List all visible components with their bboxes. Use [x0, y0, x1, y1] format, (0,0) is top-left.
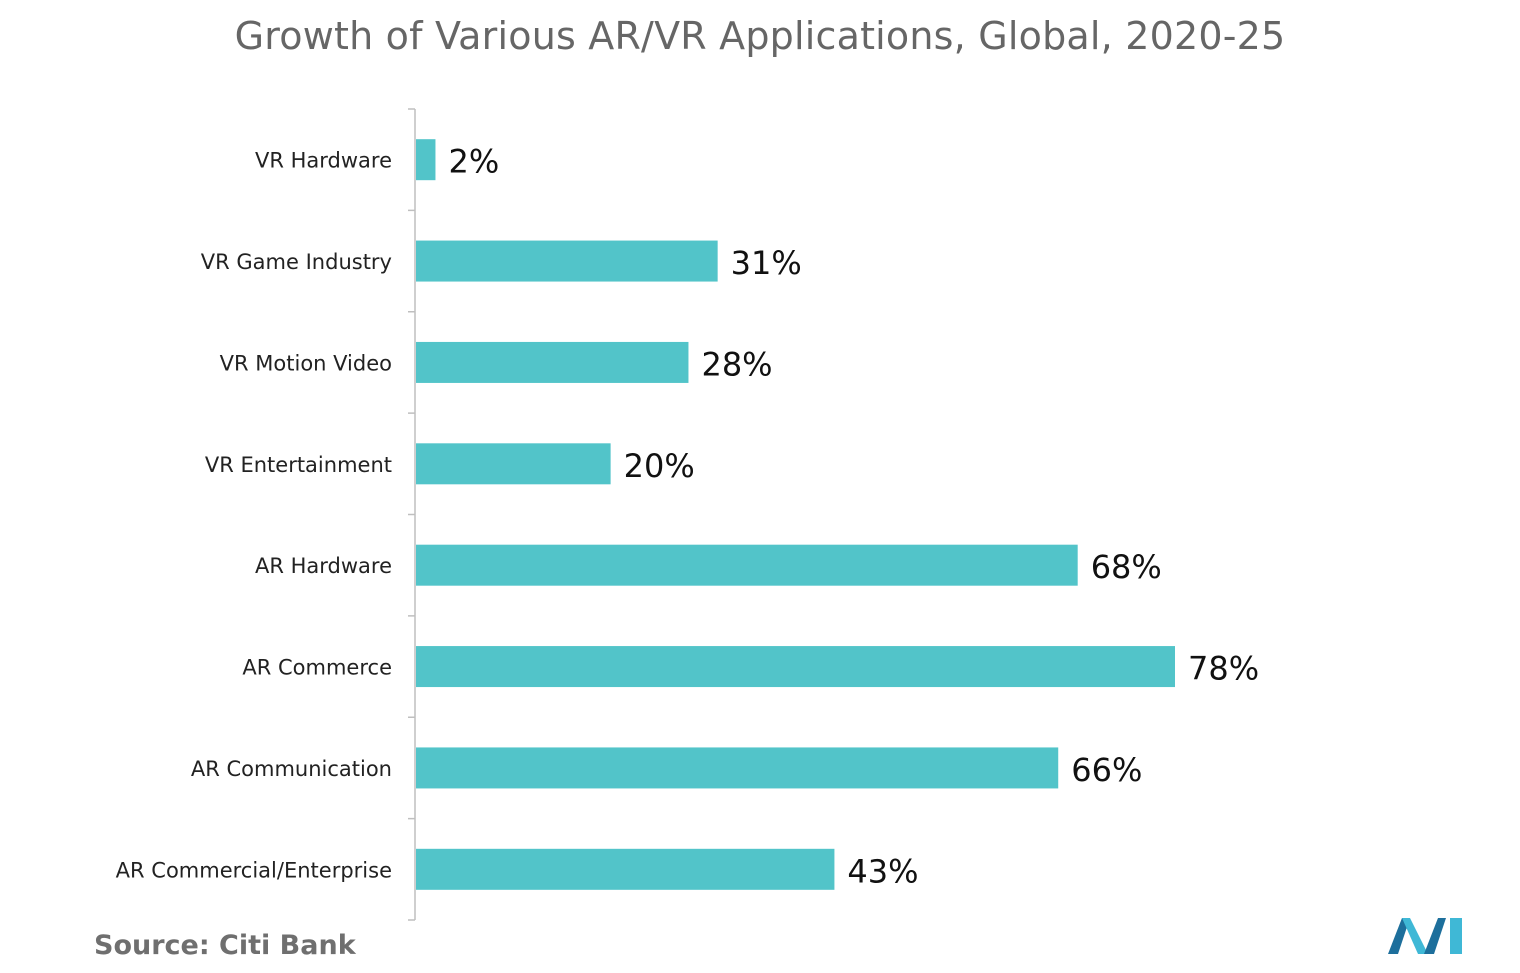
data-label: 68%: [1091, 548, 1162, 586]
bar-1: [416, 240, 718, 282]
category-label: AR Commercial/Enterprise: [116, 858, 392, 882]
data-label: 28%: [701, 345, 772, 383]
category-label: VR Hardware: [255, 149, 392, 173]
category-label: AR Communication: [191, 757, 392, 781]
bar-6: [416, 747, 1059, 789]
data-label: 2%: [448, 143, 499, 181]
category-label: VR Game Industry: [201, 250, 392, 274]
data-label: 78%: [1188, 650, 1259, 688]
category-label: AR Hardware: [255, 554, 392, 578]
bar-5: [416, 646, 1175, 688]
bar-4: [416, 544, 1078, 586]
category-label: VR Entertainment: [205, 453, 392, 477]
chart-title: Growth of Various AR/VR Applications, Gl…: [234, 14, 1286, 58]
category-label: AR Commerce: [242, 656, 392, 680]
data-label: 31%: [731, 244, 802, 282]
source-note: Source: Citi Bank: [94, 930, 356, 961]
data-label: 20%: [624, 447, 695, 485]
data-label: 66%: [1071, 751, 1142, 789]
category-label: VR Motion Video: [220, 351, 392, 375]
data-label: 43%: [847, 852, 918, 890]
bar-7: [416, 848, 835, 890]
mordor-logo-icon: [1388, 918, 1462, 954]
bar-2: [416, 341, 689, 383]
bar-3: [416, 443, 611, 485]
bar-0: [416, 139, 436, 181]
